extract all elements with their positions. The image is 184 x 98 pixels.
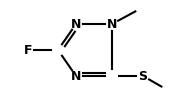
- Text: F: F: [24, 44, 32, 57]
- Text: N: N: [107, 18, 117, 30]
- Text: S: S: [139, 69, 148, 83]
- Text: N: N: [71, 69, 81, 83]
- Text: N: N: [71, 18, 81, 30]
